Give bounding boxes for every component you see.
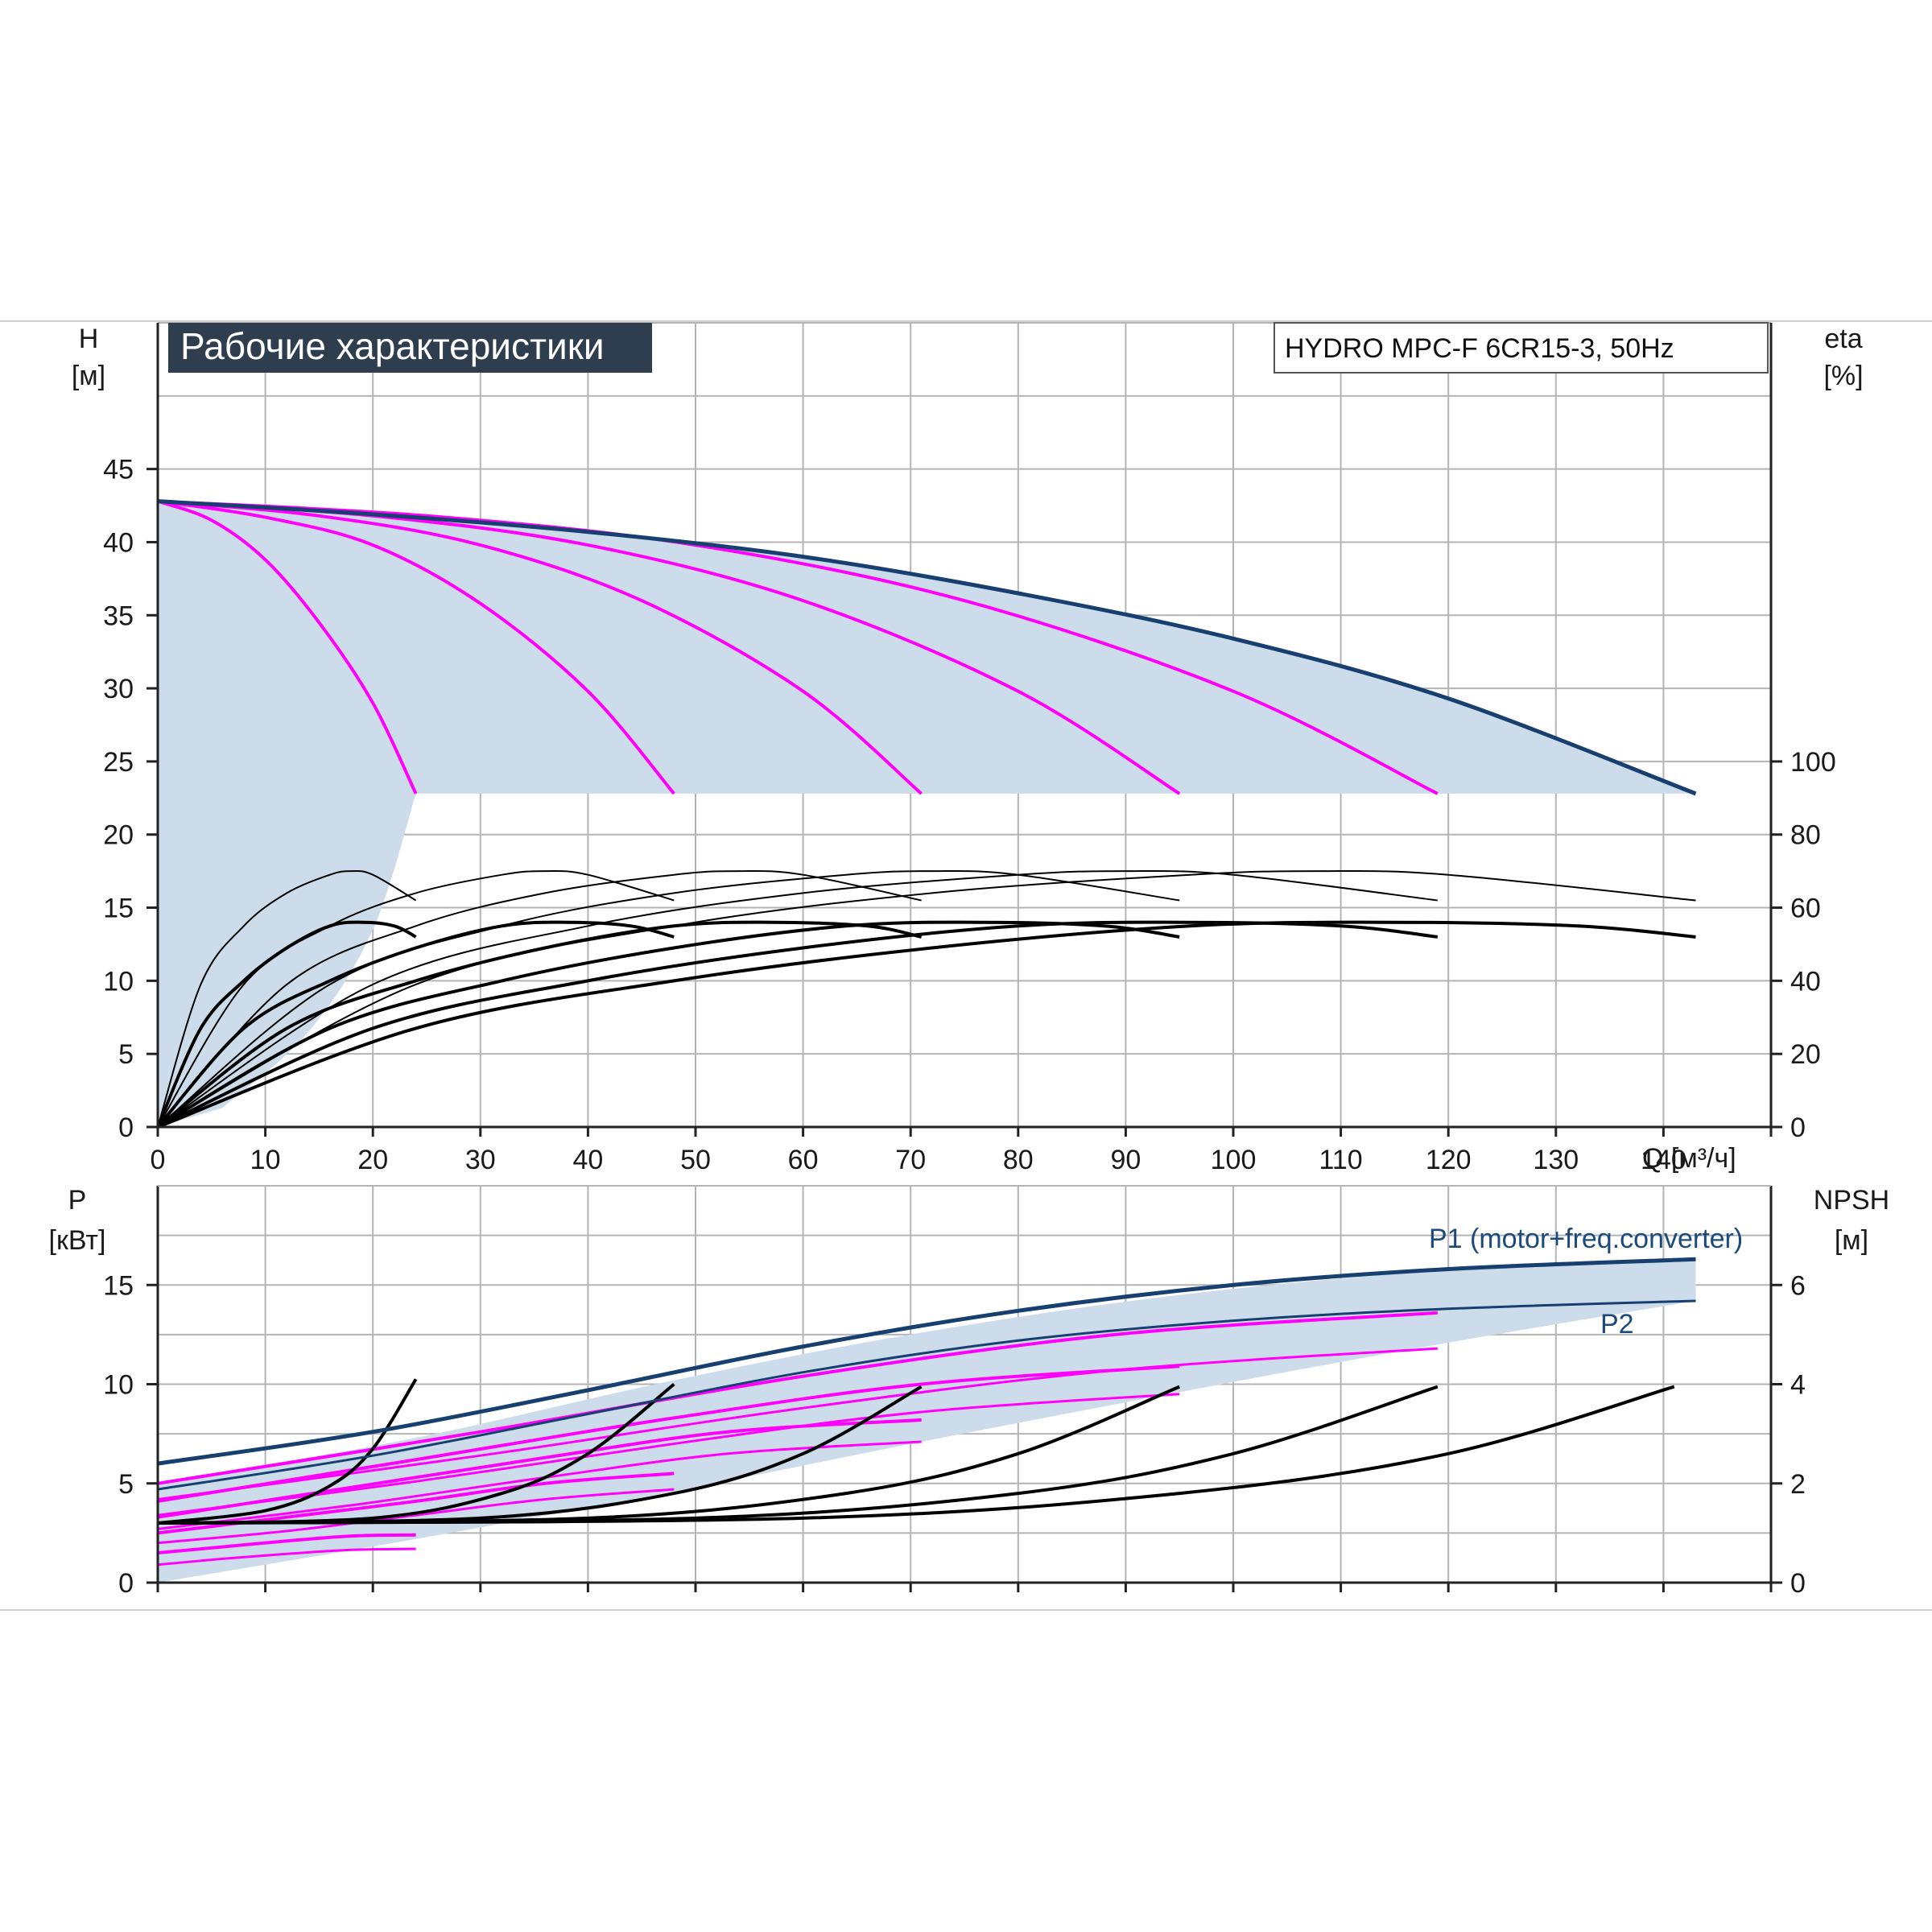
x-tick-label: 60 [788, 1145, 819, 1175]
y-left-tick-label: 20 [103, 820, 134, 851]
power-band [158, 1261, 1696, 1583]
y-left-unit-bottom: [кВт] [49, 1225, 106, 1256]
top-curves [156, 499, 1697, 1129]
y-right-tick-label: 100 [1790, 747, 1836, 778]
x-axis-title: Q [м³/ч] [1642, 1143, 1736, 1174]
x-tick-label: 110 [1319, 1145, 1362, 1175]
max-head-curve [157, 499, 1697, 796]
p2-curve [157, 1299, 1696, 1491]
x-tick-label: 20 [357, 1145, 388, 1175]
x-tick-label: 120 [1426, 1145, 1472, 1175]
power-curve [157, 1488, 675, 1545]
efficiency-curve [157, 869, 1180, 1128]
y-right-tick-label: 2 [1790, 1469, 1806, 1500]
x-tick-label: 140 [1641, 1145, 1686, 1175]
y-right-tick-label: 6 [1790, 1270, 1806, 1301]
efficiency-curve [157, 869, 417, 1128]
power-curve [157, 1547, 416, 1567]
x-tick-label: 80 [1003, 1145, 1034, 1175]
chart-title: Рабочие характеристики [180, 325, 605, 367]
head-curve [157, 499, 418, 795]
x-tick-label: 0 [151, 1145, 166, 1175]
y-left-title-bottom: P [68, 1185, 87, 1216]
y-right-tick-label: 0 [1790, 1113, 1806, 1143]
power-curve [157, 1347, 1438, 1501]
bottom-curves [157, 1257, 1696, 1567]
y-right-title-top: eta [1824, 324, 1862, 354]
y-right-tick-label: 20 [1790, 1039, 1821, 1070]
efficiency-curve [157, 869, 1696, 1128]
model-label-box [1274, 322, 1769, 374]
y-left-tick-label: 5 [118, 1469, 134, 1500]
power-curve [157, 1364, 1180, 1503]
y-right-title-bottom: NPSH [1814, 1185, 1889, 1216]
y-left-tick-label: 0 [118, 1568, 134, 1599]
x-tick-label: 30 [465, 1145, 496, 1175]
y-right-tick-label: 0 [1790, 1568, 1806, 1599]
y-right-unit-bottom: [м] [1835, 1225, 1868, 1256]
y-left-title-top: H [79, 324, 99, 354]
y-right-unit-top: [%] [1823, 361, 1863, 391]
y-left-tick-label: 25 [103, 747, 134, 778]
power-curve [157, 1311, 1438, 1485]
power-band-fill [158, 1261, 1696, 1583]
power-curve [157, 1393, 1180, 1517]
x-tick-label: 40 [572, 1145, 603, 1175]
y-left-tick-label: 5 [118, 1039, 134, 1070]
x-tick-label: 10 [250, 1145, 281, 1175]
x-tick-label: 130 [1533, 1145, 1579, 1175]
p1-curve [157, 1257, 1696, 1466]
operating-area [158, 501, 1696, 1127]
head-curve [157, 499, 675, 795]
x-tick-label: 100 [1211, 1145, 1257, 1175]
npsh-curve [157, 1385, 1675, 1525]
head-curve [157, 499, 923, 795]
head-curve [157, 499, 1439, 795]
y-left-tick-label: 45 [103, 455, 134, 485]
npsh-curve [157, 1378, 418, 1525]
top-axes: 0 5 10 15 20 25 30 35 40 45 0 20 40 60 80 100 0 10 20 30 40 5… [103, 323, 1836, 1175]
x-tick-label: 90 [1110, 1145, 1141, 1175]
y-right-tick-label: 40 [1790, 966, 1821, 997]
y-left-tick-label: 0 [118, 1113, 134, 1143]
head-efficiency-panel: 0 5 10 15 20 25 30 35 40 45 0 20 40 60 80 100 0 10 20 30 40 5… [103, 322, 1836, 1175]
operating-area-fill [158, 501, 1696, 1127]
p1-label: P1 (motor+freq.converter) [1429, 1224, 1743, 1254]
efficiency-curve [157, 869, 922, 1128]
y-left-tick-label: 40 [103, 527, 134, 558]
y-left-tick-label: 30 [103, 674, 134, 704]
title-banner [168, 323, 652, 373]
y-left-unit-top: [м] [72, 361, 105, 391]
x-tick-label: 70 [895, 1145, 926, 1175]
power-curve [157, 1533, 416, 1554]
bottom-axes: 0 5 10 15 0 2 4 6 [103, 1185, 1806, 1599]
y-right-tick-label: 4 [1790, 1370, 1806, 1401]
y-left-tick-label: 35 [103, 601, 134, 631]
x-tick-label: 50 [680, 1145, 711, 1175]
efficiency-curve [157, 920, 1696, 1129]
model-label: HYDRO MPC-F 6CR15-3, 50Hz [1285, 333, 1674, 364]
y-left-tick-label: 15 [103, 1270, 134, 1301]
p2-label: P2 [1600, 1309, 1634, 1340]
y-left-tick-label: 15 [103, 894, 134, 924]
y-right-tick-label: 80 [1790, 820, 1821, 851]
y-left-tick-label: 10 [103, 966, 134, 997]
power-npsh-panel: 0 5 10 15 0 2 4 6 [103, 1185, 1806, 1599]
y-right-tick-label: 60 [1790, 894, 1821, 924]
efficiency-curve [157, 869, 675, 1128]
y-left-tick-label: 10 [103, 1370, 134, 1401]
